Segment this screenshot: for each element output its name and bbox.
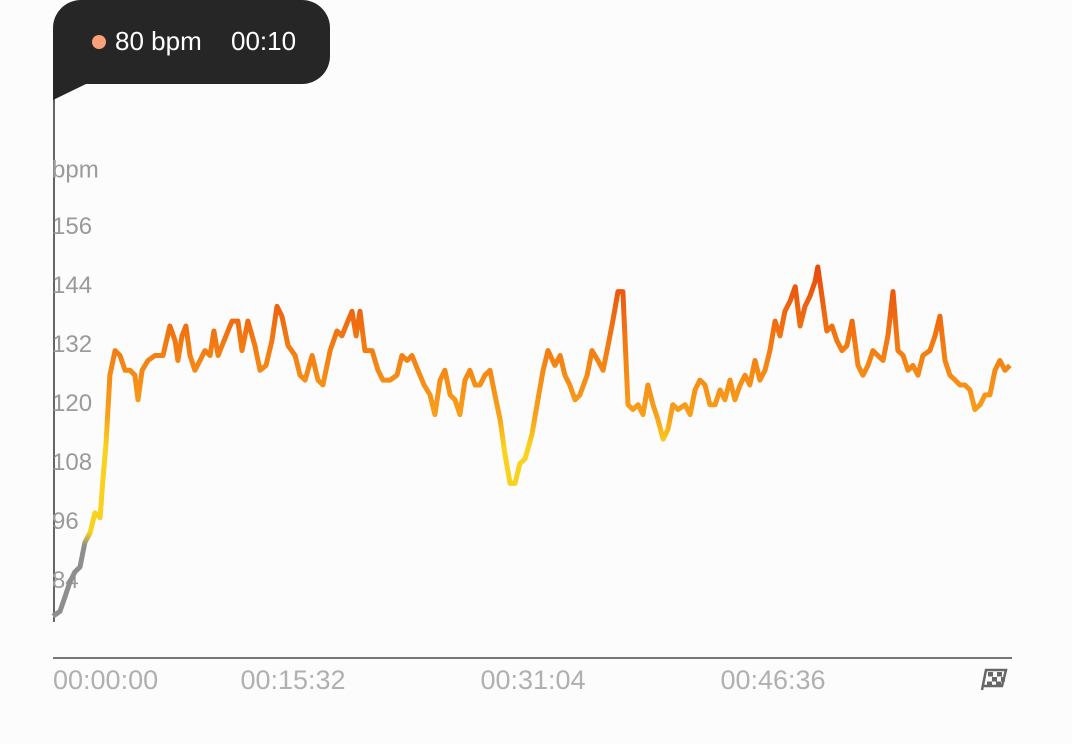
- y-tick-label: 156: [52, 213, 92, 240]
- tooltip-value: 80 bpm: [115, 26, 202, 56]
- tooltip-time: 00:10: [231, 26, 296, 56]
- y-tick-label: 132: [52, 331, 92, 358]
- y-tick-label: 96: [52, 508, 79, 535]
- y-tick-label: 120: [52, 390, 92, 417]
- finish-flag: [980, 668, 1008, 691]
- tooltip-dot: [92, 35, 106, 49]
- y-tick-label: 108: [52, 449, 92, 476]
- x-tick-label: 00:00:00: [53, 665, 158, 695]
- y-axis-label: bpm: [52, 156, 99, 183]
- tooltip: [53, 0, 330, 100]
- heart-rate-line: [51, 264, 1012, 619]
- x-tick-label: 00:15:32: [240, 665, 345, 695]
- y-tick-label: 144: [52, 272, 92, 299]
- x-tick-label: 00:31:04: [480, 665, 585, 695]
- x-tick-label: 00:46:36: [720, 665, 825, 695]
